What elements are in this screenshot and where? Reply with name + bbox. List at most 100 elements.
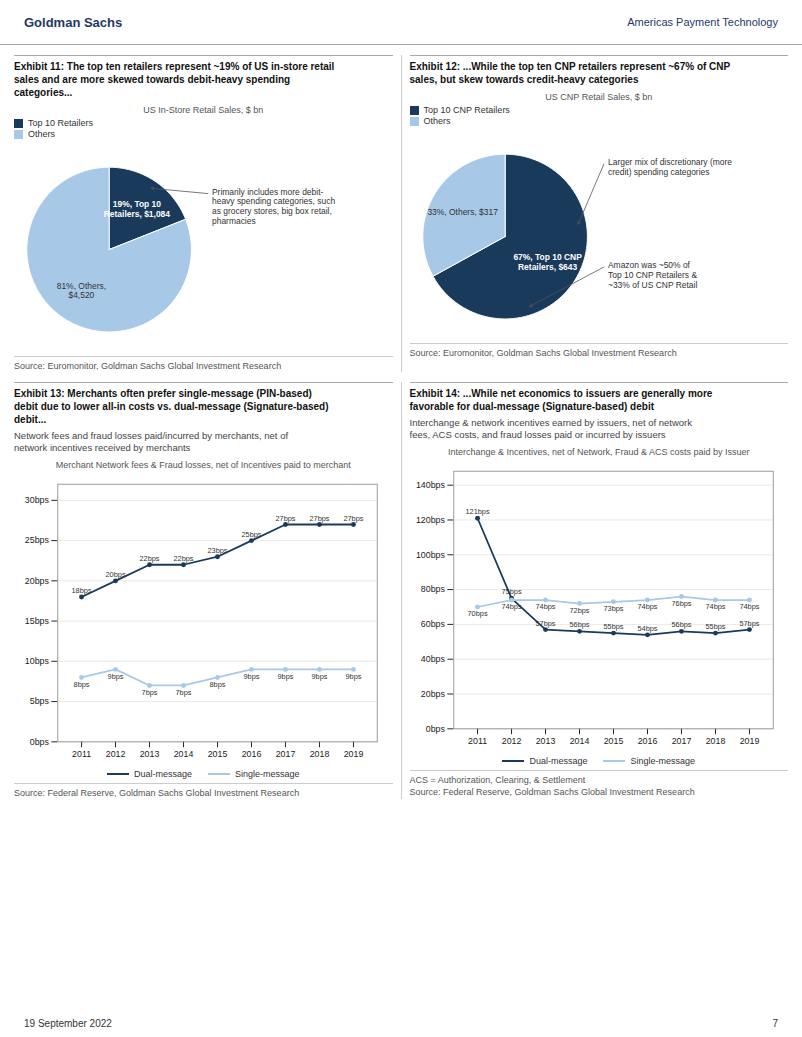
svg-text:Amazon was ~50% ofTop 10 CNP R: Amazon was ~50% ofTop 10 CNP Retailers &… — [607, 260, 696, 289]
html-text:Network fees and fraud losses: Network fees and fraud losses paid/incur… — [14, 430, 289, 454]
svg-text:9bps: 9bps — [345, 672, 361, 681]
svg-text:67%, Top 10 CNPRetailers, $643: 67%, Top 10 CNPRetailers, $643 — [513, 252, 582, 272]
svg-text:2014: 2014 — [174, 749, 194, 759]
svg-text:30bps: 30bps — [25, 495, 50, 505]
svg-text:74bps: 74bps — [501, 602, 521, 611]
svg-text:40bps: 40bps — [420, 654, 445, 664]
svg-text:25bps: 25bps — [241, 530, 261, 539]
html-text:19 September 2022: 19 September 2022 — [24, 1018, 112, 1029]
svg-text:7bps: 7bps — [142, 688, 158, 697]
svg-text:2012: 2012 — [501, 736, 521, 746]
svg-text:18bps: 18bps — [72, 586, 92, 595]
svg-text:80bps: 80bps — [420, 584, 445, 594]
html-text:US CNP Retail Sales, $ bn: US CNP Retail Sales, $ bn — [545, 92, 653, 102]
svg-text:2013: 2013 — [535, 736, 555, 746]
svg-text:27bps: 27bps — [275, 514, 295, 523]
svg-text:74bps: 74bps — [739, 602, 759, 611]
svg-text:2011: 2011 — [468, 736, 487, 746]
html-text:Exhibit 12: ...While the top t: Exhibit 12: ...While the top ten CNP ret… — [409, 61, 731, 85]
svg-text:81%, Others,$4,520: 81%, Others,$4,520 — [57, 281, 106, 301]
svg-text:19%, Top 10Retailers, $1,084: 19%, Top 10Retailers, $1,084 — [104, 199, 171, 219]
svg-text:56bps: 56bps — [569, 620, 589, 629]
html-text:Exhibit 14: ...While net econo: Exhibit 14: ...While net economics to is… — [409, 388, 713, 413]
svg-text:2014: 2014 — [569, 736, 589, 746]
svg-text:76bps: 76bps — [671, 599, 691, 608]
html-text:Goldman Sachs: Goldman Sachs — [24, 14, 123, 30]
svg-text:2018: 2018 — [310, 749, 330, 759]
svg-text:0bps: 0bps — [30, 737, 50, 747]
svg-text:121bps: 121bps — [465, 507, 489, 516]
svg-text:2016: 2016 — [242, 749, 262, 759]
svg-text:74bps: 74bps — [535, 602, 555, 611]
html-text:Dual-message: Dual-message — [134, 769, 192, 779]
svg-text:9bps: 9bps — [277, 672, 293, 681]
svg-text:9bps: 9bps — [108, 672, 124, 681]
svg-text:2015: 2015 — [208, 749, 228, 759]
html-text:Interchange & network incentiv: Interchange & network incentives earned … — [409, 417, 692, 441]
html-text:Top 10 CNP Retailers: Top 10 CNP Retailers — [423, 105, 510, 115]
svg-text:74bps: 74bps — [637, 602, 657, 611]
html-text:Top 10 Retailers: Top 10 Retailers — [28, 118, 93, 128]
svg-text:2013: 2013 — [140, 749, 160, 759]
svg-text:73bps: 73bps — [603, 604, 623, 613]
svg-text:2019: 2019 — [739, 736, 759, 746]
svg-text:55bps: 55bps — [705, 622, 725, 631]
svg-text:2017: 2017 — [671, 736, 691, 746]
html-text:Dual-message: Dual-message — [529, 756, 588, 766]
svg-text:100bps: 100bps — [415, 550, 445, 560]
svg-text:60bps: 60bps — [420, 619, 445, 629]
svg-text:72bps: 72bps — [569, 606, 589, 615]
svg-text:2016: 2016 — [637, 736, 657, 746]
svg-text:2017: 2017 — [276, 749, 296, 759]
svg-text:54bps: 54bps — [637, 624, 657, 633]
svg-text:2018: 2018 — [705, 736, 725, 746]
svg-text:2012: 2012 — [106, 749, 126, 759]
svg-text:70bps: 70bps — [467, 609, 487, 618]
svg-text:Larger mix of discretionary (m: Larger mix of discretionary (morecredit)… — [607, 157, 731, 177]
html-text:Others: Others — [423, 116, 451, 126]
svg-text:10bps: 10bps — [25, 656, 50, 666]
html-text:Source: Euromonitor, Goldman S: Source: Euromonitor, Goldman Sachs Globa… — [14, 361, 282, 372]
html-text:Source: Federal Reserve, Goldm: Source: Federal Reserve, Goldman Sachs G… — [409, 787, 695, 798]
svg-text:20bps: 20bps — [25, 576, 50, 586]
html-text:Merchant Network fees & Fraud: Merchant Network fees & Fraud losses, ne… — [55, 460, 351, 470]
svg-text:55bps: 55bps — [603, 622, 623, 631]
svg-text:57bps: 57bps — [535, 619, 555, 628]
svg-text:75bps: 75bps — [501, 587, 521, 596]
html-text:Americas Payment Technology: Americas Payment Technology — [627, 16, 778, 28]
html-text:Source: Euromonitor, Goldman S: Source: Euromonitor, Goldman Sachs Globa… — [409, 348, 677, 359]
html-text:Exhibit 11: The top ten retail: Exhibit 11: The top ten retailers repres… — [14, 61, 335, 98]
svg-text:140bps: 140bps — [415, 480, 445, 490]
html-text:Source: Federal Reserve, Goldm: Source: Federal Reserve, Goldman Sachs G… — [14, 788, 300, 798]
svg-text:22bps: 22bps — [139, 554, 159, 563]
svg-text:9bps: 9bps — [244, 672, 260, 681]
svg-text:20bps: 20bps — [420, 689, 445, 699]
svg-text:25bps: 25bps — [25, 535, 50, 545]
svg-text:23bps: 23bps — [207, 546, 227, 555]
svg-text:20bps: 20bps — [106, 570, 126, 579]
html-text:Exhibit 13: Merchants often pr: Exhibit 13: Merchants often prefer singl… — [14, 388, 329, 426]
svg-text:8bps: 8bps — [74, 680, 90, 689]
svg-text:56bps: 56bps — [671, 620, 691, 629]
svg-text:33%, Others, $317: 33%, Others, $317 — [427, 207, 498, 217]
svg-text:0bps: 0bps — [425, 724, 445, 734]
svg-text:74bps: 74bps — [705, 602, 725, 611]
svg-text:120bps: 120bps — [415, 515, 445, 525]
html-text:Others: Others — [28, 129, 55, 139]
svg-text:8bps: 8bps — [210, 680, 226, 689]
svg-text:2015: 2015 — [603, 736, 623, 746]
svg-text:27bps: 27bps — [309, 514, 329, 523]
svg-text:22bps: 22bps — [173, 554, 193, 563]
svg-text:5bps: 5bps — [30, 696, 50, 706]
html-text:Single-message: Single-message — [235, 769, 300, 779]
svg-text:2011: 2011 — [72, 749, 91, 759]
html-text:Interchange & Incentives, net: Interchange & Incentives, net of Network… — [447, 447, 750, 457]
svg-text:27bps: 27bps — [343, 514, 363, 523]
svg-text:15bps: 15bps — [25, 616, 50, 626]
svg-text:7bps: 7bps — [176, 688, 192, 697]
html-text:US In-Store Retail Sales, $ bn: US In-Store Retail Sales, $ bn — [143, 105, 264, 115]
svg-text:57bps: 57bps — [739, 619, 759, 628]
svg-text:Primarily includes more debit-: Primarily includes more debit-heavy spen… — [212, 187, 335, 226]
svg-text:2019: 2019 — [344, 749, 364, 759]
svg-text:9bps: 9bps — [311, 672, 327, 681]
